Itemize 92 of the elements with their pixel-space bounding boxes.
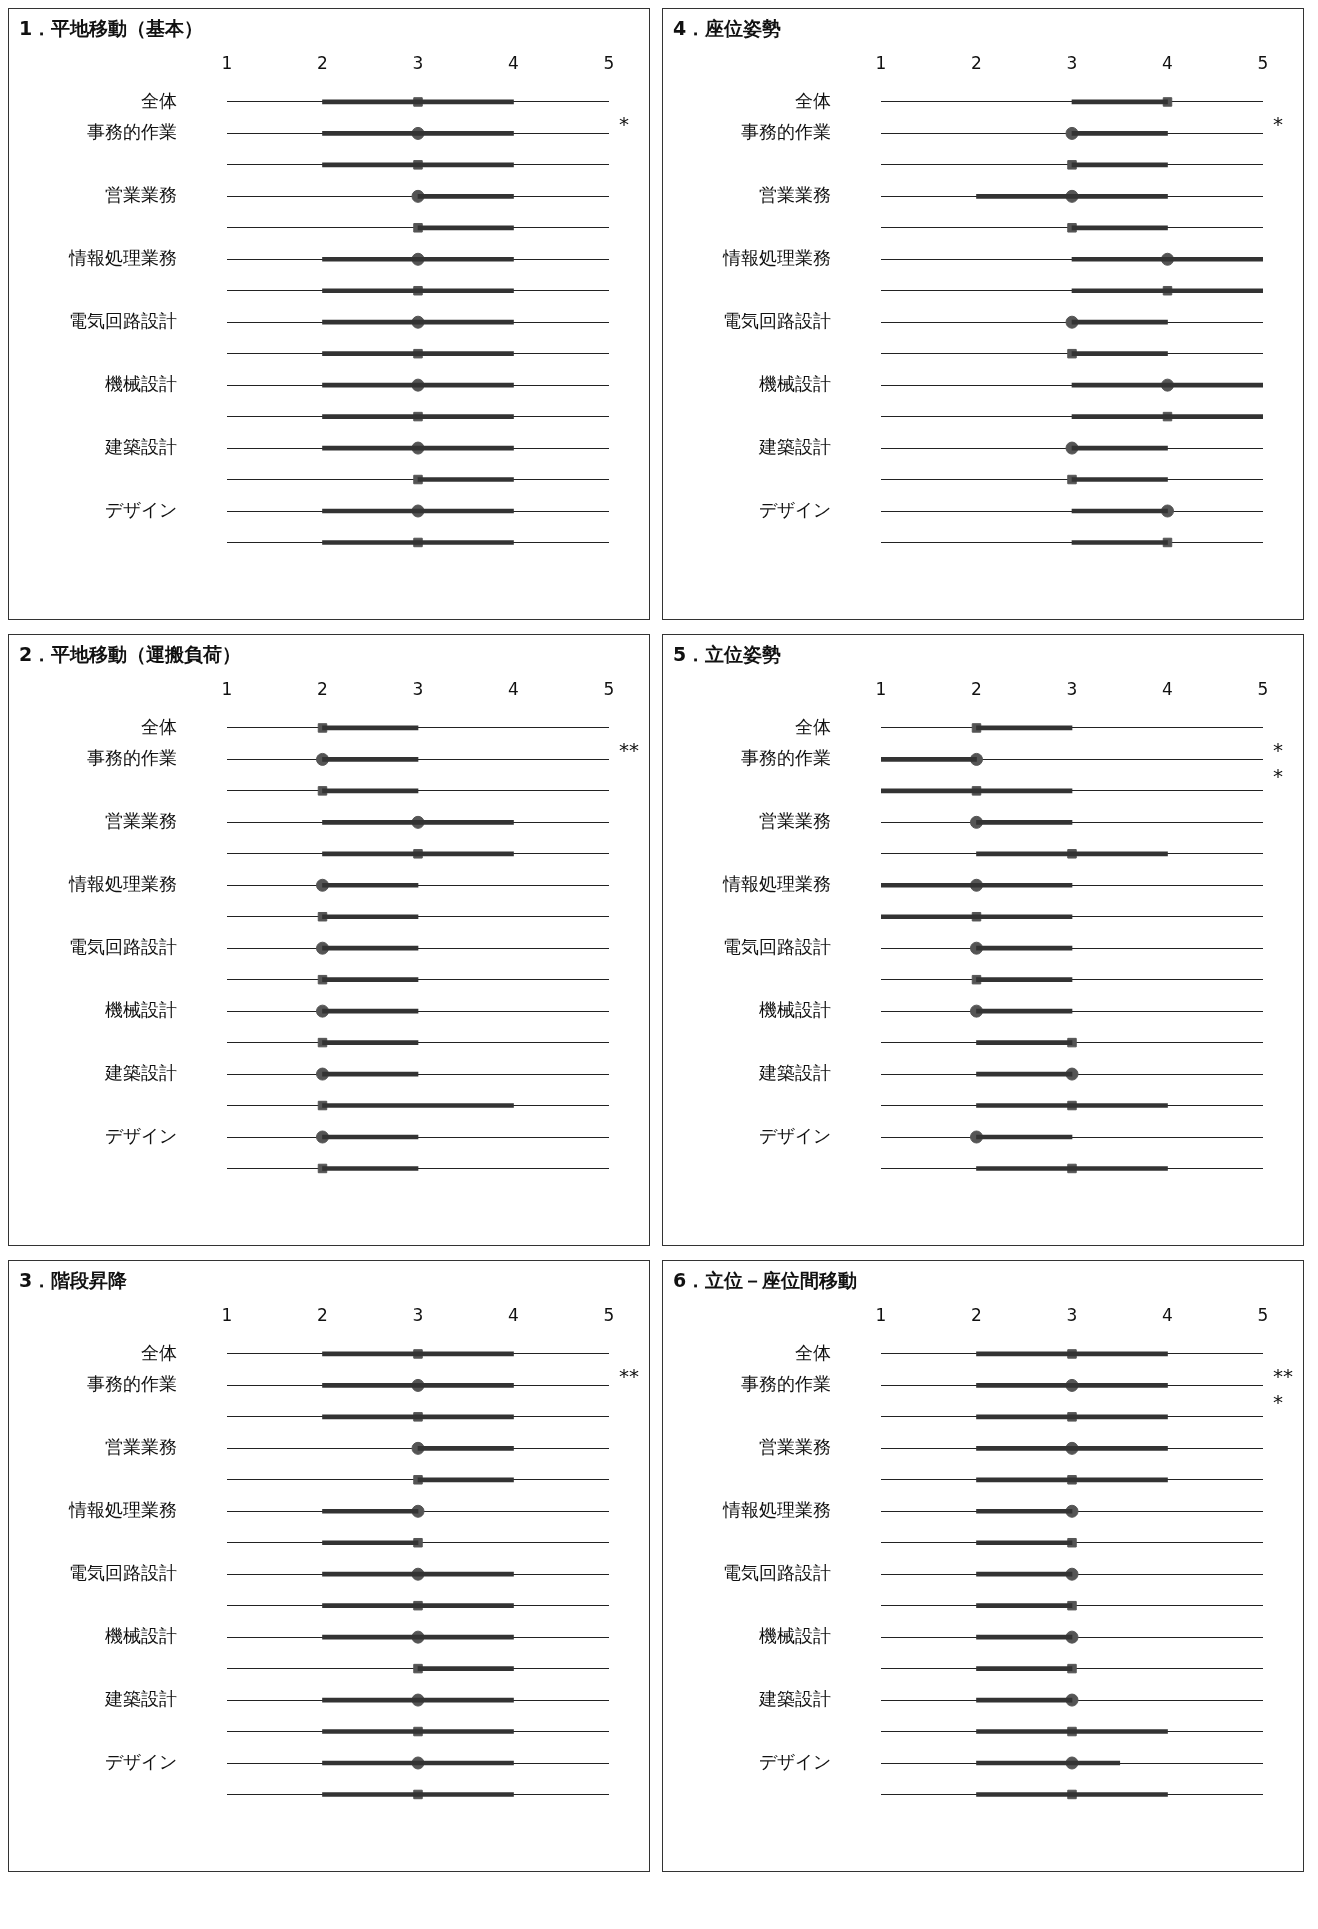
- x-tick-label: 1: [875, 679, 887, 700]
- x-tick-label: 3: [1066, 53, 1078, 74]
- y-tick-label: 情報処理業務: [722, 872, 831, 894]
- y-tick-label: 電気回路設計: [723, 935, 831, 957]
- text: **: [1273, 1364, 1293, 1389]
- y-tick-label: 事務的作業: [87, 1373, 177, 1395]
- x-tick-label: 5: [1257, 679, 1269, 700]
- x-tick-label: 5: [1257, 1305, 1269, 1326]
- chart-title: 1．平地移動（基本）: [19, 17, 204, 40]
- y-tick-label: 情報処理業務: [68, 246, 177, 268]
- y-tick-label: 建築設計: [758, 1061, 831, 1083]
- y-tick-label: デザイン: [105, 498, 177, 520]
- y-tick-label: 事務的作業: [87, 121, 177, 143]
- x-tick-label: 2: [971, 53, 982, 74]
- y-tick-label: 全体: [141, 715, 177, 737]
- y-tick-label: 建築設計: [758, 435, 831, 457]
- y-tick-label: デザイン: [105, 1124, 177, 1146]
- y-tick-label: 機械設計: [105, 1624, 177, 1646]
- y-tick-label: 建築設計: [104, 1061, 177, 1083]
- y-tick-label: 営業業務: [105, 184, 177, 206]
- y-tick-label: 機械設計: [759, 998, 831, 1020]
- y-tick-label: 情報処理業務: [68, 1498, 177, 1520]
- x-tick-label: 3: [412, 1305, 424, 1326]
- text: *: [1273, 112, 1283, 137]
- x-tick-label: 2: [317, 679, 328, 700]
- x-tick-label: 3: [1066, 1305, 1078, 1326]
- chart-title: 2．平地移動（運搬負荷）: [19, 643, 242, 666]
- x-tick-label: 5: [603, 1305, 615, 1326]
- y-tick-label: 機械設計: [759, 372, 831, 394]
- x-tick-label: 4: [1162, 679, 1173, 700]
- y-tick-label: 電気回路設計: [69, 1561, 177, 1583]
- y-tick-label: デザイン: [759, 498, 831, 520]
- text: **: [619, 1364, 639, 1389]
- y-tick-label: 営業業務: [759, 184, 831, 206]
- y-tick-label: 電気回路設計: [723, 309, 831, 331]
- y-tick-label: 全体: [141, 1341, 177, 1363]
- x-tick-label: 2: [317, 1305, 328, 1326]
- y-tick-label: 建築設計: [104, 1687, 177, 1709]
- x-tick-label: 5: [603, 679, 615, 700]
- y-tick-label: 事務的作業: [741, 747, 831, 769]
- x-tick-label: 4: [508, 679, 519, 700]
- y-tick-label: 機械設計: [105, 372, 177, 394]
- text: 5．立位姿勢: [673, 643, 782, 666]
- y-tick-label: 全体: [795, 715, 831, 737]
- x-tick-label: 1: [221, 53, 233, 74]
- text: 4．座位姿勢: [673, 17, 782, 40]
- x-tick-label: 1: [221, 1305, 233, 1326]
- text: **: [619, 738, 639, 763]
- y-tick-label: 建築設計: [758, 1687, 831, 1709]
- x-tick-label: 4: [1162, 1305, 1173, 1326]
- y-tick-label: 情報処理業務: [68, 872, 177, 894]
- y-tick-label: デザイン: [759, 1750, 831, 1772]
- y-tick-label: 電気回路設計: [723, 1561, 831, 1583]
- x-tick-label: 1: [221, 679, 233, 700]
- y-tick-label: 営業業務: [759, 1436, 831, 1458]
- y-tick-label: 機械設計: [105, 998, 177, 1020]
- x-tick-label: 2: [317, 53, 328, 74]
- text: *: [1273, 1390, 1283, 1415]
- y-tick-label: 情報処理業務: [722, 246, 831, 268]
- x-tick-label: 3: [412, 679, 424, 700]
- y-tick-label: 営業業務: [759, 810, 831, 832]
- text: *: [619, 112, 629, 137]
- y-tick-label: 情報処理業務: [722, 1498, 831, 1520]
- x-tick-label: 1: [875, 1305, 887, 1326]
- x-tick-label: 2: [971, 679, 982, 700]
- y-tick-label: 事務的作業: [87, 747, 177, 769]
- x-tick-label: 5: [1257, 53, 1269, 74]
- y-tick-label: 営業業務: [105, 1436, 177, 1458]
- y-tick-label: 機械設計: [759, 1624, 831, 1646]
- y-tick-label: 事務的作業: [741, 121, 831, 143]
- x-tick-label: 2: [971, 1305, 982, 1326]
- x-tick-label: 1: [875, 53, 887, 74]
- y-tick-label: 営業業務: [105, 810, 177, 832]
- x-tick-label: 4: [508, 1305, 519, 1326]
- y-tick-label: 全体: [795, 1341, 831, 1363]
- text: 3．階段昇降: [19, 1269, 129, 1292]
- y-tick-label: 電気回路設計: [69, 935, 177, 957]
- y-tick-label: デザイン: [759, 1124, 831, 1146]
- text: *: [1273, 764, 1283, 789]
- x-tick-label: 3: [1066, 679, 1078, 700]
- chart-title: 6．立位－座位間移動: [673, 1269, 858, 1292]
- text: *: [1273, 738, 1283, 763]
- y-tick-label: 建築設計: [104, 435, 177, 457]
- y-tick-label: 全体: [795, 89, 831, 111]
- x-tick-label: 3: [412, 53, 424, 74]
- y-tick-label: デザイン: [105, 1750, 177, 1772]
- x-tick-label: 4: [1162, 53, 1173, 74]
- x-tick-label: 4: [508, 53, 519, 74]
- y-tick-label: 電気回路設計: [69, 309, 177, 331]
- x-tick-label: 5: [603, 53, 615, 74]
- y-tick-label: 事務的作業: [741, 1373, 831, 1395]
- y-tick-label: 全体: [141, 89, 177, 111]
